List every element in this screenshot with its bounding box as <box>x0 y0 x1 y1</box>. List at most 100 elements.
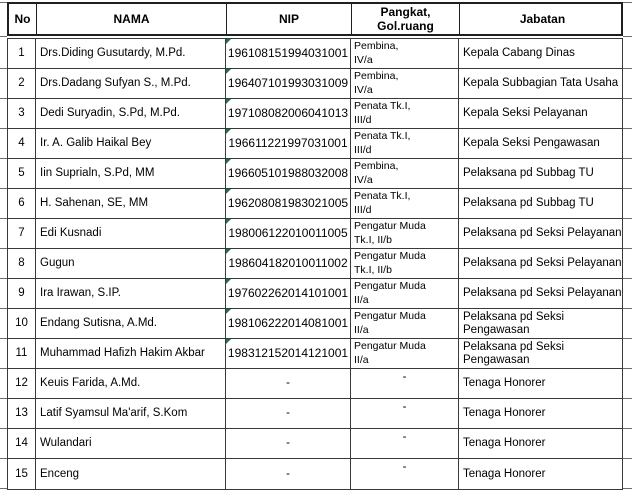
cell-nama[interactable]: Dedi Suryadin, S.Pd, M.Pd. <box>36 99 226 128</box>
cell-no[interactable]: 9 <box>8 279 36 308</box>
cell-nip[interactable]: 196108151994031001 <box>226 39 351 68</box>
header-pangkat[interactable]: Pangkat, Gol.ruang <box>352 4 460 34</box>
cell-no[interactable]: 12 <box>8 369 36 398</box>
cell-pangkat[interactable]: Pengatur Muda Tk.I, II/b <box>351 219 459 248</box>
cell-nama[interactable]: Keuis Farida, A.Md. <box>36 369 226 398</box>
cell-pangkat[interactable]: - <box>351 399 459 428</box>
cell-nama[interactable]: Gugun <box>36 249 226 278</box>
cell-nip[interactable]: 198006122010011005 <box>226 219 351 248</box>
cell-nip[interactable]: 197602262014101001 <box>226 279 351 308</box>
cell-jabatan[interactable]: Pelaksana pd Subbag TU <box>463 167 594 179</box>
nip-value: 196108151994031001 <box>227 46 349 60</box>
cell-nama[interactable]: Edi Kusnadi <box>36 219 226 248</box>
cell-nip[interactable]: 198604182010011002 <box>226 249 351 278</box>
cell-jabatan[interactable]: Kepala Cabang Dinas <box>463 47 575 59</box>
cell-nama[interactable]: Latif Syamsul Ma'arif, S.Kom <box>36 399 226 428</box>
cell-nip[interactable]: - <box>226 459 351 489</box>
header-no[interactable]: No <box>9 4 37 34</box>
cell-no[interactable]: 10 <box>8 309 36 338</box>
cell-jabatan[interactable]: Kepala Subbagian Tata Usaha <box>463 77 619 89</box>
cell-nama[interactable]: Enceng <box>36 459 226 489</box>
cell-nip[interactable]: 198106222014081001 <box>226 309 351 338</box>
cell-nip[interactable]: - <box>226 399 351 428</box>
cell-jabatan[interactable]: Kepala Seksi Pelayanan <box>463 107 588 119</box>
cell-no[interactable]: 8 <box>8 249 36 278</box>
cell-no[interactable]: 11 <box>8 339 36 368</box>
cell-jabatan[interactable]: Tenaga Honorer <box>463 437 546 449</box>
cell-pangkat[interactable]: Pengatur Muda II/a <box>351 339 459 368</box>
nip-value: 198312152014121001 <box>227 346 349 360</box>
nip-value: - <box>286 437 290 449</box>
cell-jabatan[interactable]: Pelaksana pd Subbag TU <box>463 197 594 209</box>
cell-no[interactable]: 6 <box>8 189 36 218</box>
table-row: 12 Keuis Farida, A.Md. - - Tenaga Honore… <box>8 369 622 399</box>
cell-pangkat[interactable]: Pengatur Muda II/a <box>351 309 459 338</box>
table-row: 9 Ira Irawan, S.IP. 197602262014101001 P… <box>8 279 622 309</box>
cell-pangkat[interactable]: Penata Tk.I, III/d <box>351 129 459 158</box>
number-as-text-flag-icon <box>226 99 231 104</box>
cell-no[interactable]: 3 <box>8 99 36 128</box>
header-nama[interactable]: NAMA <box>37 4 227 34</box>
cell-jabatan[interactable]: Pelaksana pd Seksi Pengawasan <box>463 340 565 366</box>
number-as-text-flag-icon <box>226 159 231 164</box>
cell-nama[interactable]: Drs.Diding Gusutardy, M.Pd. <box>36 39 226 68</box>
nip-value: 197108082006041013 <box>227 106 349 120</box>
cell-pangkat[interactable]: Penata Tk.I, III/d <box>351 189 459 218</box>
cell-no[interactable]: 7 <box>8 219 36 248</box>
cell-nip[interactable]: 196605101988032008 <box>226 159 351 188</box>
cell-jabatan[interactable]: Pelaksana pd Seksi Pengawasan <box>463 310 565 336</box>
cell-pangkat[interactable]: Penata Tk.I, III/d <box>351 99 459 128</box>
nip-value: 198006122010011005 <box>228 226 348 240</box>
header-jabatan[interactable]: Jabatan <box>519 12 566 26</box>
number-as-text-flag-icon <box>226 249 231 254</box>
cell-pangkat[interactable]: Pembina, IV/a <box>351 39 459 68</box>
cell-no[interactable]: 13 <box>8 399 36 428</box>
number-as-text-flag-icon <box>226 339 231 344</box>
cell-nama[interactable]: Iin Suprialn, S.Pd, MM <box>36 159 226 188</box>
cell-pangkat[interactable]: Pengatur Muda Tk.I, II/b <box>351 249 459 278</box>
cell-nama[interactable]: Drs.Dadang Sufyan S., M.Pd. <box>36 69 226 98</box>
cell-nip[interactable]: 198312152014121001 <box>226 339 351 368</box>
cell-pangkat[interactable]: Pembina, IV/a <box>351 159 459 188</box>
cell-nama[interactable]: Ira Irawan, S.IP. <box>36 279 226 308</box>
cell-nip[interactable]: 196208081983021005 <box>226 189 351 218</box>
nip-value: 196611221997031001 <box>228 136 348 150</box>
cell-nip[interactable]: 196407101993031009 <box>226 69 351 98</box>
cell-nama[interactable]: Muhammad Hafizh Hakim Akbar <box>36 339 226 368</box>
cell-jabatan[interactable]: Pelaksana pd Seksi Pelayanan <box>463 287 622 299</box>
cell-no[interactable]: 5 <box>8 159 36 188</box>
cell-pangkat[interactable]: Pembina, IV/a <box>351 69 459 98</box>
cell-nama[interactable]: Endang Sutisna, A.Md. <box>36 309 226 338</box>
cell-no[interactable]: 14 <box>8 429 36 458</box>
cell-pangkat[interactable]: - <box>351 429 459 458</box>
cell-pangkat[interactable]: - <box>351 369 459 398</box>
cell-nip[interactable]: - <box>226 429 351 458</box>
cell-nip[interactable]: 196611221997031001 <box>226 129 351 158</box>
cell-no[interactable]: 2 <box>8 69 36 98</box>
cell-jabatan[interactable]: Kepala Seksi Pengawasan <box>463 137 600 149</box>
nip-value: 198604182010011002 <box>228 256 348 270</box>
cell-nama[interactable]: Ir. A. Galib Haikal Bey <box>36 129 226 158</box>
table-row: 11 Muhammad Hafizh Hakim Akbar 198312152… <box>8 339 622 369</box>
table-header-row: No NAMA NIP Pangkat, Gol.ruang Jabatan <box>7 2 623 36</box>
cell-nip[interactable]: 197108082006041013 <box>226 99 351 128</box>
cell-nip[interactable]: - <box>226 369 351 398</box>
cell-jabatan[interactable]: Pelaksana pd Seksi Pelayanan <box>463 227 622 239</box>
cell-pangkat[interactable]: Pengatur Muda II/a <box>351 279 459 308</box>
table-row: 6 H. Sahenan, SE, MM 196208081983021005 … <box>8 189 622 219</box>
cell-jabatan[interactable]: Tenaga Honorer <box>463 407 546 419</box>
nip-value: 196208081983021005 <box>227 196 349 210</box>
cell-no[interactable]: 15 <box>8 459 36 489</box>
cell-jabatan[interactable]: Pelaksana pd Seksi Pelayanan <box>463 257 622 269</box>
cell-jabatan[interactable]: Tenaga Honorer <box>463 377 546 389</box>
cell-pangkat[interactable]: - <box>351 459 459 489</box>
table-row: 14 Wulandari - - Tenaga Honorer <box>8 429 622 459</box>
cell-nama[interactable]: H. Sahenan, SE, MM <box>36 189 226 218</box>
cell-no[interactable]: 1 <box>8 39 36 68</box>
table-row: 5 Iin Suprialn, S.Pd, MM 196605101988032… <box>8 159 622 189</box>
cell-no[interactable]: 4 <box>8 129 36 158</box>
cell-jabatan[interactable]: Tenaga Honorer <box>463 467 546 480</box>
header-nip[interactable]: NIP <box>227 4 352 34</box>
cell-nama[interactable]: Wulandari <box>36 429 226 458</box>
table-row: 10 Endang Sutisna, A.Md. 198106222014081… <box>8 309 622 339</box>
